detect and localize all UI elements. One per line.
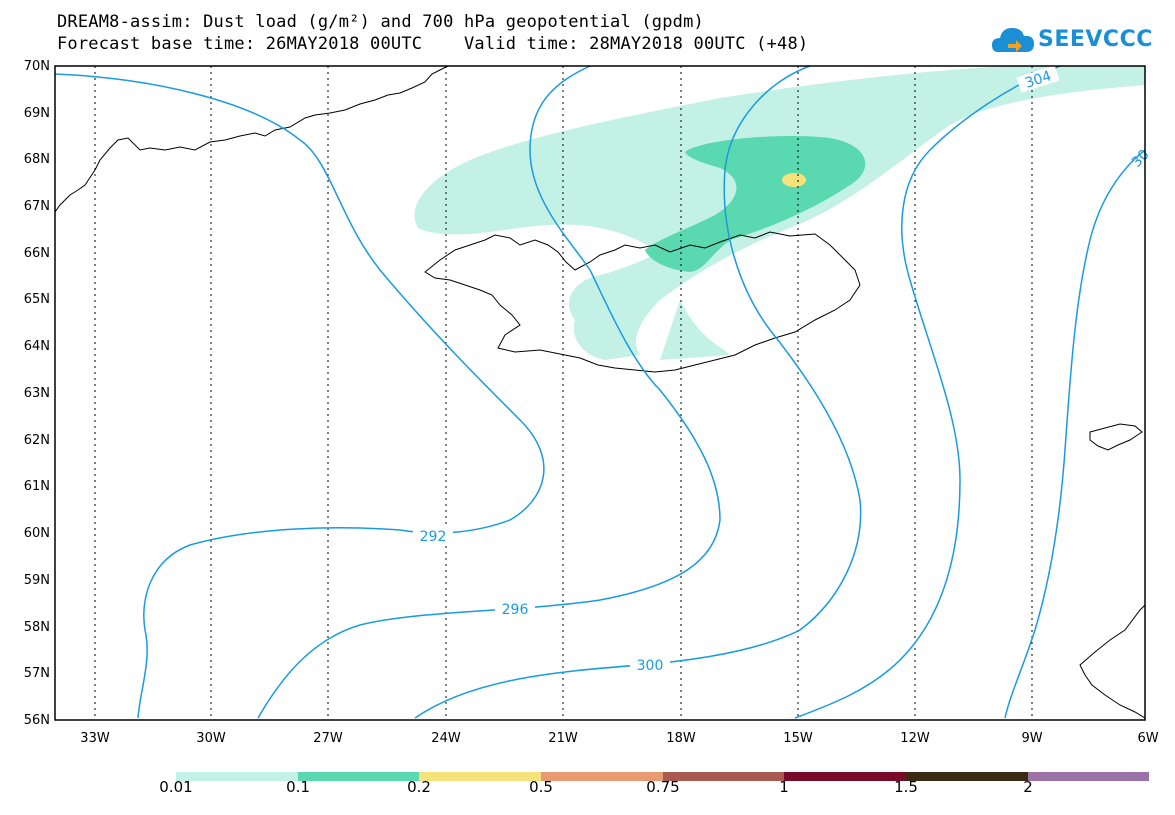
greenland-coast bbox=[54, 65, 449, 213]
lon-label: 15W bbox=[783, 731, 813, 746]
lon-label: 33W bbox=[80, 731, 110, 746]
lon-label: 30W bbox=[196, 731, 226, 746]
colorbar-segment-7 bbox=[1028, 772, 1149, 781]
colorbar-label: 0.01 bbox=[159, 778, 193, 796]
contour-labels: 292 296 300 304 30 bbox=[413, 65, 1153, 674]
colorbar-segment-6 bbox=[906, 772, 1028, 781]
lon-label: 9W bbox=[1021, 731, 1042, 746]
contour-304 bbox=[794, 65, 1061, 719]
lat-label: 66N bbox=[24, 246, 50, 261]
lat-label: 61N bbox=[24, 479, 50, 494]
colorbar-segment-0 bbox=[176, 772, 298, 781]
lat-label: 60N bbox=[24, 526, 50, 541]
logo-text: SEEVCCC bbox=[1038, 27, 1153, 52]
lat-label: 70N bbox=[24, 59, 50, 74]
contour-30x bbox=[1004, 149, 1146, 719]
lon-label: 24W bbox=[431, 731, 461, 746]
colorbar-segment-4 bbox=[663, 772, 784, 781]
lat-label: 65N bbox=[24, 292, 50, 307]
contour-label-296: 296 bbox=[502, 602, 529, 618]
colorbar-label: 0.5 bbox=[529, 778, 553, 796]
lon-label: 6W bbox=[1137, 731, 1158, 746]
lat-label: 63N bbox=[24, 386, 50, 401]
colorbar bbox=[176, 772, 1149, 781]
map-title-line1: DREAM8-assim: Dust load (g/m²) and 700 h… bbox=[57, 12, 704, 32]
lat-label: 69N bbox=[24, 106, 50, 121]
cloud-icon bbox=[992, 28, 1034, 52]
colorbar-label: 1 bbox=[779, 778, 789, 796]
lat-label: 67N bbox=[24, 199, 50, 214]
lat-label: 58N bbox=[24, 620, 50, 635]
geopotential-contours bbox=[54, 65, 1146, 719]
lat-label: 56N bbox=[24, 713, 50, 728]
colorbar-segment-3 bbox=[541, 772, 663, 781]
dust-area-high bbox=[782, 173, 806, 187]
contour-label-300: 300 bbox=[637, 658, 664, 674]
seevccc-logo: SEEVCCC bbox=[990, 20, 1152, 60]
colorbar-segment-2 bbox=[419, 772, 541, 781]
lat-label: 68N bbox=[24, 152, 50, 167]
contour-label-292: 292 bbox=[420, 529, 447, 545]
contour-label-304: 304 bbox=[1023, 68, 1053, 92]
contour-300 bbox=[414, 65, 862, 719]
lat-label: 64N bbox=[24, 339, 50, 354]
contour-292 bbox=[54, 73, 545, 719]
colorbar-label: 0.75 bbox=[646, 778, 680, 796]
lon-label: 18W bbox=[666, 731, 696, 746]
scotland-coast bbox=[1079, 603, 1146, 719]
faroe-coast bbox=[1089, 423, 1143, 451]
lon-label: 21W bbox=[548, 731, 578, 746]
colorbar-segment-5 bbox=[784, 772, 906, 781]
lat-label: 62N bbox=[24, 433, 50, 448]
lat-label: 59N bbox=[24, 573, 50, 588]
colorbar-label: 0.2 bbox=[407, 778, 431, 796]
lat-axis: 70N 69N 68N 67N 66N 65N 64N 63N 62N 61N … bbox=[24, 59, 50, 728]
map-frame bbox=[54, 65, 1146, 721]
colorbar-label: 0.1 bbox=[286, 778, 310, 796]
lon-label: 12W bbox=[900, 731, 930, 746]
contour-label-30: 30 bbox=[1129, 147, 1153, 171]
dust-area-medium bbox=[645, 135, 866, 272]
grid-lines bbox=[94, 66, 1033, 720]
lon-axis: 33W 30W 27W 24W 21W 18W 15W 12W 9W 6W bbox=[80, 731, 1158, 746]
colorbar-label: 2 bbox=[1023, 778, 1033, 796]
contour-296 bbox=[257, 65, 721, 719]
iceland-coast bbox=[424, 231, 861, 373]
map-title-line2: Forecast base time: 26MAY2018 00UTC Vali… bbox=[57, 34, 809, 54]
lon-label: 27W bbox=[313, 731, 343, 746]
colorbar-label: 1.5 bbox=[894, 778, 918, 796]
dust-shading bbox=[414, 66, 1145, 360]
lat-label: 57N bbox=[24, 666, 50, 681]
colorbar-segment-1 bbox=[298, 772, 419, 781]
